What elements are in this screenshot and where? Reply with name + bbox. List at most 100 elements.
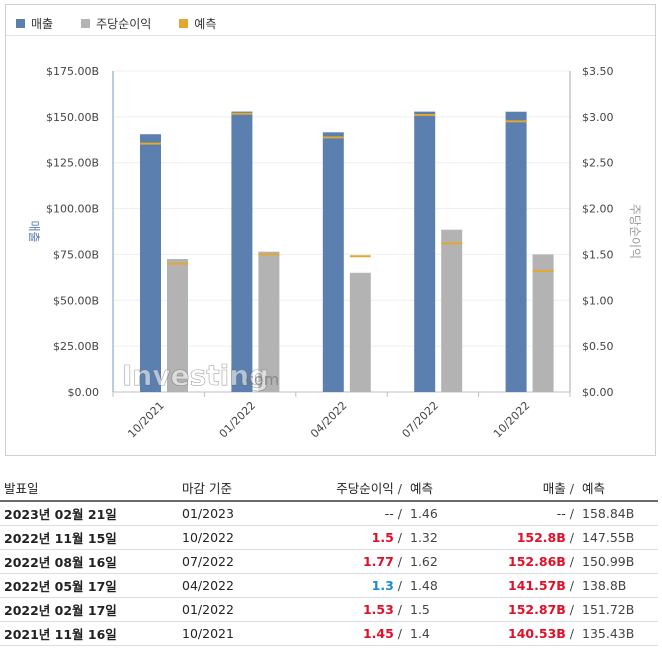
header-eps-label: 주당순이익	[336, 480, 394, 496]
left-tick-label: $100.00B	[46, 203, 99, 216]
right-tick-label: $0.00	[582, 386, 614, 399]
left-tick-label: $125.00B	[46, 157, 99, 170]
eps-forecast-marker	[532, 269, 554, 272]
eps-actual: 1.5	[371, 530, 394, 545]
cell-slash: /	[397, 554, 402, 569]
left-tick-label: $150.00B	[46, 111, 99, 124]
revenue-actual: 140.53B	[508, 626, 566, 641]
header-revenue-forecast: 예측	[578, 474, 658, 502]
cell-eps-forecast: 1.48	[406, 573, 466, 598]
revenue-bar	[414, 111, 436, 392]
cell-revenue: 152.87B /	[466, 597, 578, 622]
investing-watermark: Investing	[122, 359, 269, 392]
cell-eps: 1.3 /	[313, 573, 406, 598]
header-slash: /	[569, 480, 574, 496]
header-date[interactable]: 발표일	[0, 474, 178, 502]
revenue-bar	[322, 132, 344, 392]
cell-slash: /	[569, 626, 574, 641]
header-eps-forecast: 예측	[406, 474, 466, 502]
earnings-chart: $0.00 $25.00B $50.00B $75.00B $100.00B $125.0…	[27, 65, 642, 441]
left-tick-label: $25.00B	[53, 340, 99, 353]
revenue-forecast-marker	[322, 136, 344, 139]
right-tick-label: $0.50	[582, 340, 614, 353]
header-revenue-label: 매출	[542, 480, 566, 496]
cell-eps: 1.5 /	[313, 525, 406, 550]
revenue-bar	[505, 111, 527, 393]
cell-period: 10/2021	[178, 621, 313, 646]
table-row: 2022년 11월 15일 10/2022 1.5 /1.32 152.8B /147…	[0, 525, 658, 550]
right-tick-label: $3.00	[582, 111, 614, 124]
cell-revenue-forecast: 147.55B	[578, 525, 658, 550]
eps-forecast-marker	[441, 242, 463, 245]
earnings-table: 발표일 마감 기준 주당순이익 / 예측 매출 / 예측 2023년 02월 2…	[0, 474, 658, 646]
eps-actual: 1.53	[362, 602, 394, 617]
cell-eps: 1.45 /	[313, 621, 406, 646]
table-row: 2023년 02월 21일 01/2023 -- /1.46 -- /158.84B	[0, 501, 658, 526]
cell-slash: /	[397, 578, 402, 593]
left-tick-label: $50.00B	[53, 294, 99, 307]
eps-actual: 1.77	[362, 554, 394, 569]
cell-eps: 1.53 /	[313, 597, 406, 622]
cell-slash: /	[569, 554, 574, 569]
cell-revenue-forecast: 150.99B	[578, 549, 658, 574]
left-axis-title: 매출	[27, 220, 41, 242]
legend-item-eps[interactable]: 주당순이익	[81, 15, 151, 32]
cell-revenue-forecast: 135.43B	[578, 621, 658, 646]
legend-divider	[6, 35, 655, 36]
cell-eps: 1.77 /	[313, 549, 406, 574]
cell-slash: /	[397, 530, 402, 545]
revenue-bar	[140, 134, 161, 392]
eps-actual: 1.45	[362, 626, 394, 641]
cell-eps-forecast: 1.62	[406, 549, 466, 574]
table-row: 2022년 08월 16일 07/2022 1.77 /1.62 152.86B /1…	[0, 549, 658, 574]
cell-revenue-forecast: 158.84B	[578, 501, 658, 526]
table-row: 2022년 05월 17일 04/2022 1.3 /1.48 141.57B /13…	[0, 573, 658, 598]
left-tick-label: $75.00B	[53, 248, 99, 261]
legend-swatch-forecast	[179, 18, 189, 28]
cell-date: 2022년 08월 16일	[0, 549, 178, 574]
revenue-forecast-marker	[140, 142, 161, 145]
revenue-actual: 141.57B	[508, 578, 566, 593]
cell-revenue-forecast: 138.8B	[578, 573, 658, 598]
legend-swatch-eps	[81, 18, 91, 28]
revenue-actual: 152.87B	[508, 602, 566, 617]
table-row: 2021년 11월 16일 10/2021 1.45 /1.4 140.53B /13…	[0, 621, 658, 646]
investing-watermark-suffix: .com	[240, 370, 279, 389]
cell-period: 01/2022	[178, 597, 313, 622]
cell-revenue: 152.8B /	[466, 525, 578, 550]
chart-legend: 매출 주당순이익 예측	[16, 13, 244, 33]
revenue-forecast-marker	[414, 114, 436, 117]
legend-swatch-revenue	[16, 18, 25, 28]
cell-period: 10/2022	[178, 525, 313, 550]
legend-item-forecast[interactable]: 예측	[179, 15, 216, 32]
cell-eps: -- /	[313, 501, 406, 526]
cell-date: 2022년 11월 15일	[0, 525, 178, 550]
revenue-bar	[231, 111, 253, 392]
cell-revenue: -- /	[466, 501, 578, 526]
cell-eps-forecast: 1.46	[406, 501, 466, 526]
right-tick-label: $3.50	[582, 65, 614, 78]
x-tick-label: 01/2022	[217, 399, 259, 441]
x-tick-label: 04/2022	[308, 399, 350, 441]
header-eps: 주당순이익 /	[313, 474, 406, 502]
header-slash: /	[397, 480, 402, 496]
cell-slash: /	[397, 506, 402, 521]
eps-bar	[441, 229, 463, 392]
cell-eps-forecast: 1.5	[406, 597, 466, 622]
eps-forecast-marker	[167, 262, 188, 265]
cell-revenue: 141.57B /	[466, 573, 578, 598]
cell-period: 04/2022	[178, 573, 313, 598]
eps-bar	[349, 272, 371, 392]
right-tick-label: $1.50	[582, 248, 614, 261]
header-revenue: 매출 /	[466, 474, 578, 502]
legend-item-revenue[interactable]: 매출	[16, 15, 53, 32]
cell-date: 2022년 05월 17일	[0, 573, 178, 598]
cell-slash: /	[569, 578, 574, 593]
revenue-actual: 152.8B	[516, 530, 566, 545]
legend-label-eps: 주당순이익	[96, 16, 152, 31]
cell-period: 07/2022	[178, 549, 313, 574]
eps-forecast-marker	[349, 255, 371, 258]
cell-slash: /	[569, 602, 574, 617]
cell-date: 2022년 02월 17일	[0, 597, 178, 622]
legend-label-forecast: 예측	[194, 16, 217, 31]
